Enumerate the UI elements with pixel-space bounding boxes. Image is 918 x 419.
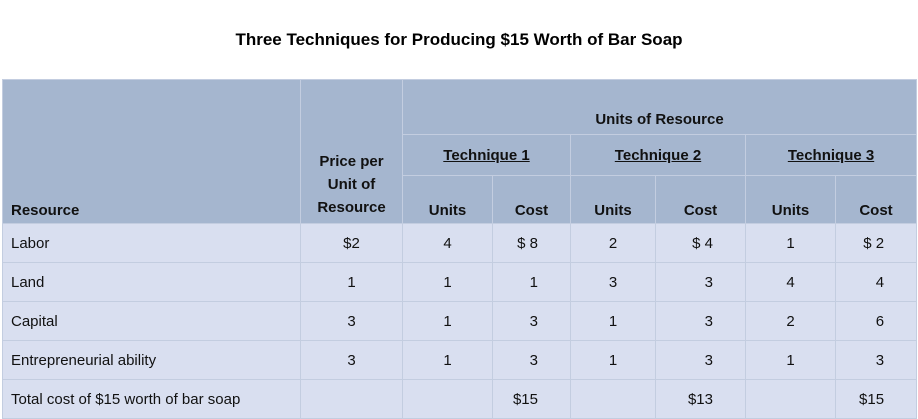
price-cell: 1 bbox=[300, 262, 403, 302]
units-cell: 1 bbox=[402, 340, 493, 380]
cost-cell: 4 bbox=[834, 262, 918, 302]
table-row: Labor $2 4 $ 8 2 $ 4 1 $ 2 bbox=[2, 223, 918, 263]
table-row: Capital 3 1 3 1 3 2 6 bbox=[2, 301, 918, 341]
header-cost: Cost bbox=[492, 175, 571, 224]
header-technique-2: Technique 2 bbox=[570, 134, 746, 176]
header-cost: Cost bbox=[834, 175, 918, 224]
cost-cell: 6 bbox=[834, 301, 918, 341]
table-row: Entrepreneurial ability 3 1 3 1 3 1 3 bbox=[2, 340, 918, 380]
header-units: Units bbox=[570, 175, 656, 224]
price-cell: 3 bbox=[300, 301, 403, 341]
header-units: Units bbox=[402, 175, 493, 224]
cost-cell: $15 bbox=[492, 379, 571, 419]
resource-cell: Capital bbox=[2, 301, 301, 341]
units-cell: 1 bbox=[570, 340, 656, 380]
units-cell: 3 bbox=[570, 262, 656, 302]
resource-cell: Land bbox=[2, 262, 301, 302]
page-title: Three Techniques for Producing $15 Worth… bbox=[235, 30, 683, 49]
units-cell: 1 bbox=[745, 223, 836, 263]
units-cell: 1 bbox=[570, 301, 656, 341]
resource-cell: Labor bbox=[2, 223, 301, 263]
units-cell: 1 bbox=[745, 340, 836, 380]
price-cell: 3 bbox=[300, 340, 403, 380]
cost-cell: 3 bbox=[655, 340, 746, 380]
price-cell: $2 bbox=[300, 223, 403, 263]
units-cell: 2 bbox=[745, 301, 836, 341]
units-cell: 4 bbox=[745, 262, 836, 302]
header-resource: Resource bbox=[2, 79, 301, 224]
cost-cell: $13 bbox=[655, 379, 746, 419]
header-technique-3: Technique 3 bbox=[744, 134, 918, 176]
price-cell bbox=[300, 379, 403, 419]
cost-cell: $ 8 bbox=[492, 223, 571, 263]
units-cell: 2 bbox=[570, 223, 656, 263]
header-units-of-resource: Units of Resource bbox=[401, 79, 918, 135]
resource-cell: Entrepreneurial ability bbox=[2, 340, 301, 380]
units-cell bbox=[402, 379, 493, 419]
header-technique-1: Technique 1 bbox=[402, 134, 571, 176]
table-row: Land 1 1 1 3 3 4 4 bbox=[2, 262, 918, 302]
units-cell bbox=[745, 379, 836, 419]
cost-cell: 3 bbox=[492, 340, 571, 380]
soap-techniques-table: Resource Price per Unit of Resource Unit… bbox=[2, 79, 918, 419]
cost-cell: 3 bbox=[655, 301, 746, 341]
cost-cell: 3 bbox=[655, 262, 746, 302]
units-cell: 1 bbox=[402, 301, 493, 341]
units-cell: 4 bbox=[402, 223, 493, 263]
cost-cell: 3 bbox=[492, 301, 571, 341]
cost-cell: $ 4 bbox=[655, 223, 746, 263]
units-cell: 1 bbox=[402, 262, 493, 302]
cost-cell: $ 2 bbox=[834, 223, 918, 263]
header-cost: Cost bbox=[655, 175, 746, 224]
table-row: Total cost of $15 worth of bar soap $15 $1… bbox=[2, 379, 918, 419]
cost-cell: 1 bbox=[492, 262, 571, 302]
resource-cell: Total cost of $15 worth of bar soap bbox=[2, 379, 301, 419]
header-price: Price per Unit of Resource bbox=[300, 79, 403, 224]
cost-cell: $15 bbox=[834, 379, 918, 419]
cost-cell: 3 bbox=[834, 340, 918, 380]
header-units: Units bbox=[745, 175, 836, 224]
units-cell bbox=[570, 379, 656, 419]
